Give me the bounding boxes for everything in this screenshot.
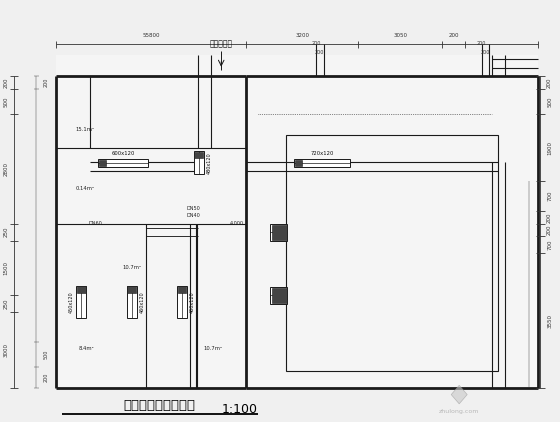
Text: 500: 500 (547, 96, 552, 106)
Bar (56, 55, 538, 388)
Text: 500: 500 (43, 350, 48, 359)
Text: zhulong.com: zhulong.com (439, 409, 479, 414)
Text: 1:100: 1:100 (221, 403, 257, 416)
Polygon shape (451, 385, 467, 404)
Text: 200: 200 (312, 41, 321, 46)
Text: DN40: DN40 (186, 213, 200, 218)
Text: DN60: DN60 (88, 221, 102, 226)
Bar (270, 287, 287, 304)
Text: 200: 200 (547, 225, 552, 235)
Text: 450x120: 450x120 (68, 291, 73, 313)
Bar (194, 151, 204, 175)
Text: 250: 250 (3, 227, 8, 237)
Text: 10.7m²: 10.7m² (203, 346, 222, 351)
Text: 1500: 1500 (3, 261, 8, 275)
Text: 200: 200 (3, 77, 8, 87)
Text: 200: 200 (547, 77, 552, 87)
Text: 200: 200 (480, 50, 489, 55)
Text: 0.14m²: 0.14m² (76, 186, 95, 191)
Text: 700: 700 (547, 240, 552, 250)
Text: 4.000: 4.000 (230, 221, 244, 226)
Text: 250: 250 (3, 299, 8, 309)
Bar (272, 288, 287, 303)
Text: 500: 500 (3, 96, 8, 106)
Text: 700: 700 (547, 191, 552, 201)
Text: 2800: 2800 (3, 162, 8, 176)
Text: 3200: 3200 (296, 33, 309, 38)
Text: 200: 200 (315, 50, 324, 55)
Text: 480x120: 480x120 (207, 152, 212, 174)
Bar (194, 151, 203, 158)
Bar (272, 225, 287, 240)
Text: 10.7m²: 10.7m² (122, 265, 141, 271)
Text: 3550: 3550 (547, 314, 552, 328)
Bar (177, 286, 187, 318)
Text: 8.4m²: 8.4m² (78, 346, 94, 351)
Bar (127, 286, 136, 293)
Bar (178, 286, 186, 293)
Text: 200: 200 (43, 78, 48, 87)
Text: 200: 200 (43, 373, 48, 382)
Text: 3000: 3000 (3, 343, 8, 357)
Text: 200: 200 (449, 33, 459, 38)
Text: 会所空调及管道平面: 会所空调及管道平面 (124, 400, 195, 412)
Bar (127, 286, 137, 318)
Text: 200: 200 (477, 41, 486, 46)
Text: 460x120: 460x120 (139, 291, 144, 313)
Bar (294, 159, 350, 167)
Bar (98, 159, 148, 167)
Text: 55800: 55800 (142, 33, 160, 38)
Text: 15.1m²: 15.1m² (76, 127, 95, 132)
Text: 200: 200 (547, 212, 552, 222)
Bar (286, 135, 498, 371)
Text: 460x120: 460x120 (190, 291, 195, 313)
Bar (99, 160, 106, 166)
Bar (76, 286, 86, 318)
Text: 3050: 3050 (393, 33, 408, 38)
Text: DN50: DN50 (186, 206, 200, 211)
Bar (77, 286, 86, 293)
Text: 720x120: 720x120 (310, 151, 334, 156)
Text: 1900: 1900 (547, 141, 552, 155)
Bar (295, 160, 302, 166)
Text: 600x120: 600x120 (111, 151, 135, 156)
Bar (270, 224, 287, 241)
Text: 新空调主机: 新空调主机 (209, 40, 233, 49)
